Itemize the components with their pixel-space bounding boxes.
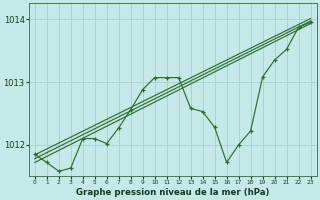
X-axis label: Graphe pression niveau de la mer (hPa): Graphe pression niveau de la mer (hPa) [76,188,269,197]
